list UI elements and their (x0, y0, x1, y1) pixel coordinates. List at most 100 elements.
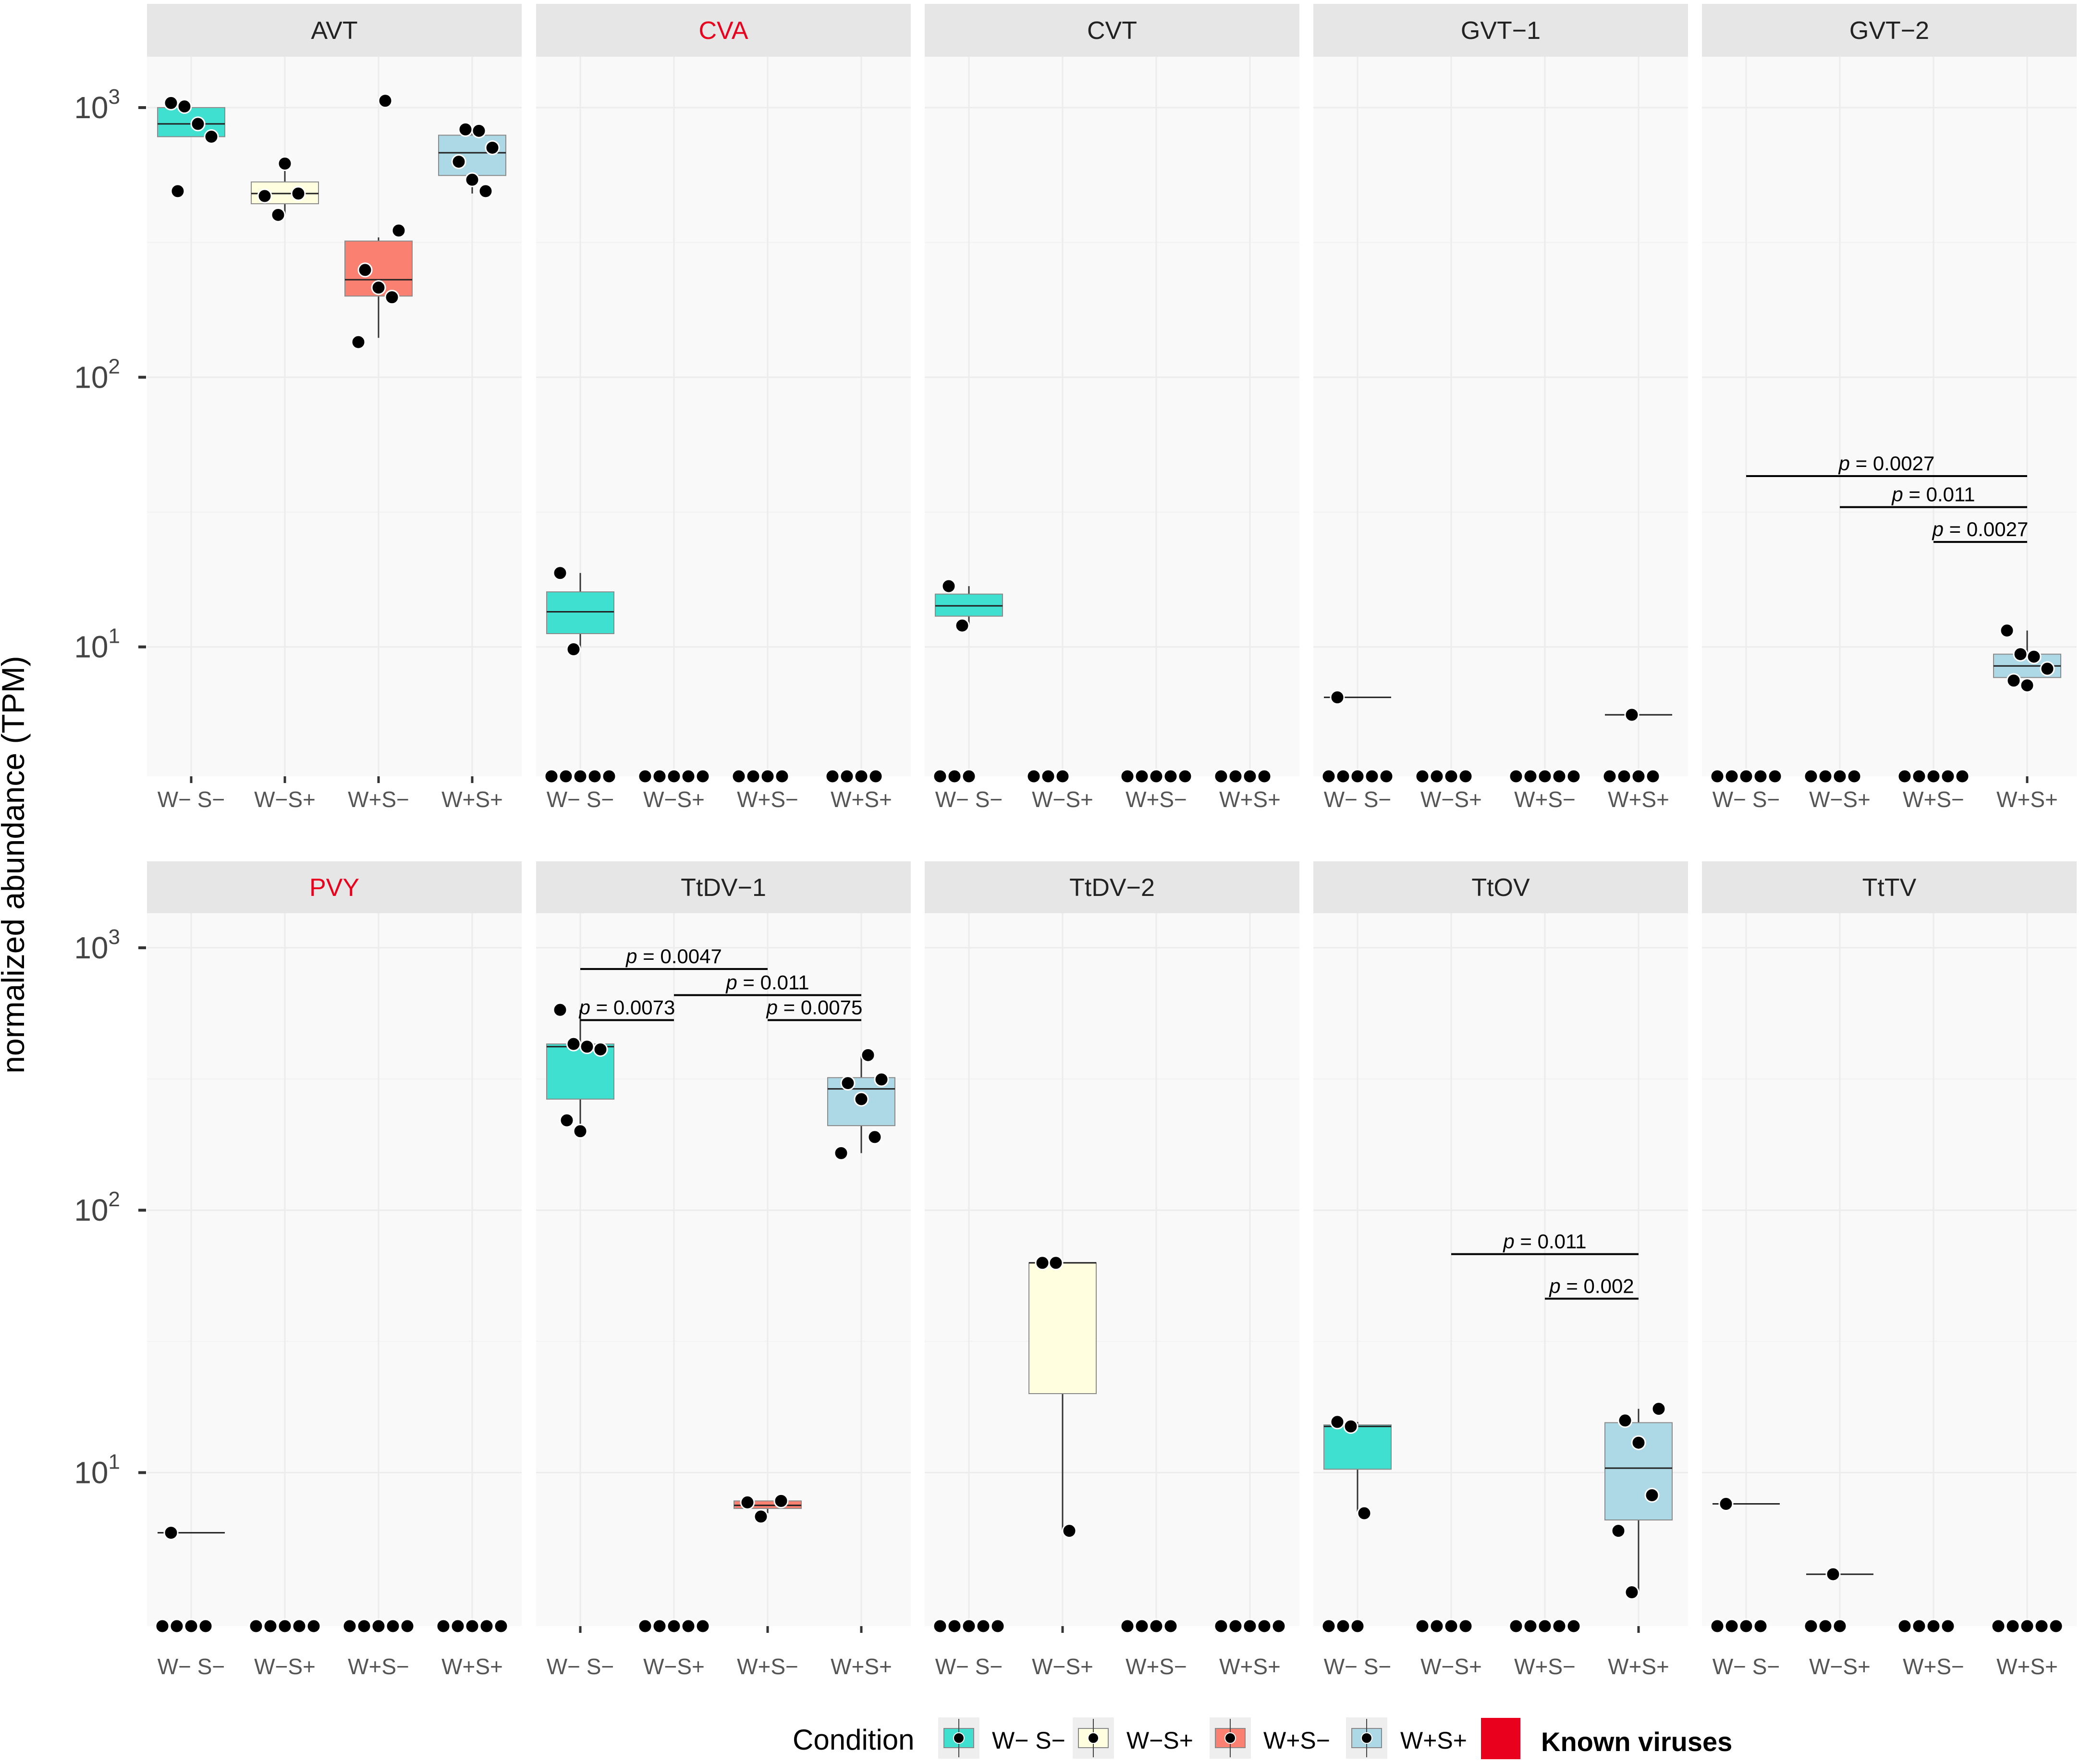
legend-item-label: W+S− (1263, 1727, 1330, 1754)
data-point (2006, 673, 2021, 688)
zero-point (2048, 1618, 2064, 1634)
facet-gvt-1: GVT−1 W− S− W−S+ W+S− W+S+ (1313, 4, 1688, 812)
pvalue-label: p = 0.0047 (625, 945, 722, 968)
zero-point (1271, 1618, 1286, 1634)
zero-point (1897, 1618, 1912, 1634)
zero-point (731, 769, 746, 784)
zero-point (932, 1618, 948, 1634)
x-tick-label: W+S+ (1608, 1654, 1669, 1679)
y-tick-label: 101 (74, 1450, 120, 1490)
facet-avt: AVT W− S− W−S+ W+S− W+S+ (147, 4, 522, 812)
data-point (573, 1124, 588, 1139)
zero-point (961, 1618, 977, 1634)
zero-point (1379, 769, 1394, 784)
zero-point (1767, 769, 1783, 784)
zero-point (947, 769, 962, 784)
data-point (1343, 1419, 1358, 1434)
data-point (1611, 1523, 1626, 1539)
data-point (485, 140, 500, 155)
data-point (954, 618, 970, 633)
data-point (2013, 647, 2028, 662)
x-tick-label: W+S+ (1996, 1654, 2058, 1679)
legend-key-point (1224, 1732, 1236, 1744)
zero-point (1429, 769, 1444, 784)
zero-point (1991, 1618, 2006, 1634)
facet-ttov: TtOV W− S− W−S+ W+S− W+S+ p = 0.011 p = 0.002 (1313, 861, 1688, 1679)
x-tick-label: W− S− (1324, 1654, 1392, 1679)
x-tick-label: W−S+ (1420, 787, 1482, 812)
x-tick-label: W− S− (547, 787, 614, 812)
data-point (552, 565, 568, 581)
data-point (478, 184, 493, 199)
data-point (1062, 1523, 1077, 1539)
zero-point (198, 1618, 213, 1634)
zero-point (1724, 1618, 1739, 1634)
zero-point (774, 769, 790, 784)
zero-point (1149, 769, 1164, 784)
x-tick-label: W−S+ (1809, 787, 1871, 812)
zero-point (1213, 769, 1229, 784)
zero-point (990, 1618, 1005, 1634)
zero-point (306, 1618, 321, 1634)
zero-point (825, 769, 840, 784)
zero-point (1738, 1618, 1754, 1634)
zero-point (1926, 769, 1941, 784)
data-point (458, 122, 473, 137)
facet-strip (925, 4, 1299, 57)
zero-point (248, 1618, 264, 1634)
data-point (291, 186, 306, 201)
x-tick-label: W+S− (1903, 787, 1964, 812)
facet-title-ttdv-1: TtDV−1 (681, 874, 766, 902)
pvalue-label: p = 0.002 (1548, 1274, 1634, 1297)
facet-title-gvt-1: GVT−1 (1461, 17, 1541, 45)
zero-point (1537, 769, 1553, 784)
facet-title-ttov: TtOV (1471, 874, 1530, 902)
zero-point (1616, 769, 1632, 784)
facet-title-pvy: PVY (309, 874, 359, 902)
zero-point (854, 769, 869, 784)
x-tick-label: W−S+ (1809, 1654, 1871, 1679)
legend-key-point (1361, 1732, 1372, 1744)
data-point (2026, 649, 2042, 664)
data-point (1631, 1435, 1646, 1450)
zero-point (1458, 1618, 1473, 1634)
data-point (593, 1041, 608, 1057)
facet-strip (536, 4, 911, 57)
zero-point (932, 769, 948, 784)
x-tick-label: W− S− (158, 787, 225, 812)
data-point (1624, 1584, 1640, 1600)
zero-point (1415, 769, 1430, 784)
zero-point (868, 769, 883, 784)
data-point (867, 1129, 882, 1145)
facet-cvt: CVT W− S− W−S+ W+S− W+S+ (925, 4, 1299, 812)
zero-point (1335, 769, 1351, 784)
zero-point (681, 1618, 696, 1634)
zero-point (385, 1618, 401, 1634)
zero-point (544, 769, 559, 784)
x-tick-label: W+S− (737, 1654, 798, 1679)
data-point (163, 1525, 179, 1541)
zero-point (1926, 1618, 1941, 1634)
data-point (1644, 1488, 1660, 1503)
x-tick-label: W− S− (1713, 787, 1780, 812)
data-point (840, 1076, 856, 1091)
legend-known-label: Known viruses (1541, 1727, 1732, 1757)
zero-point (1911, 769, 1927, 784)
zero-point (493, 1618, 509, 1634)
facet-strip (1313, 4, 1688, 57)
zero-point (1257, 769, 1272, 784)
x-tick-label: W−S+ (1032, 787, 1093, 812)
facet-strip (147, 4, 522, 57)
zero-point (839, 769, 855, 784)
data-point (270, 207, 286, 222)
zero-point (1149, 1618, 1164, 1634)
data-point (204, 129, 219, 145)
zero-point (1940, 1618, 1956, 1634)
zero-point (1724, 769, 1739, 784)
zero-point (2005, 1618, 2020, 1634)
data-point (1048, 1255, 1064, 1271)
data-point (1651, 1401, 1666, 1417)
zero-point (652, 769, 667, 784)
facet-tttv: TtTV W− S− W−S+ W+S− W+S+ (1702, 861, 2077, 1679)
